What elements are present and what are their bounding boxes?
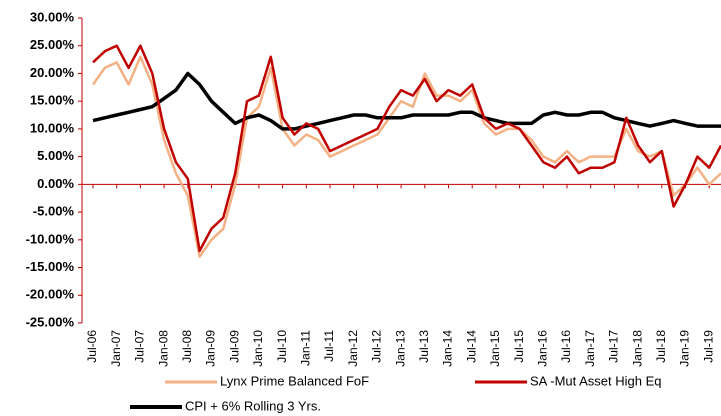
x-tick-label: Jul-17 <box>607 330 621 363</box>
x-tick-label: Jan-07 <box>109 330 123 367</box>
x-tick-label: Jan-18 <box>630 330 644 367</box>
x-tick-label: Jan-10 <box>251 330 265 367</box>
x-tick-label: Jul-11 <box>322 330 336 362</box>
x-tick-label: Jul-08 <box>180 330 194 363</box>
y-tick-label: -10.00% <box>26 231 75 246</box>
x-tick-label: Jan-14 <box>441 330 455 367</box>
x-tick-label: Jan-15 <box>488 330 502 367</box>
x-tick-label: Jul-09 <box>227 330 241 363</box>
x-tick-label: Jan-09 <box>204 330 218 367</box>
y-tick-label: 0.00% <box>37 176 74 191</box>
series-line <box>92 44 721 253</box>
x-tick-label: Jul-14 <box>464 330 478 363</box>
x-tick-label: Jan-08 <box>156 330 170 367</box>
legend-label: Lynx Prime Balanced FoF <box>220 373 369 388</box>
y-tick-label: -5.00% <box>33 204 75 219</box>
x-tick-label: Jul-13 <box>417 330 431 363</box>
y-tick-label: -25.00% <box>26 314 75 329</box>
x-tick-label: Jul-06 <box>85 330 99 363</box>
legend-label: SA -Mut Asset High Eq <box>530 373 662 388</box>
x-tick-label: Jul-16 <box>559 330 573 363</box>
legend-label: CPI + 6% Rolling 3 Yrs. <box>185 398 321 413</box>
x-tick-label: Jul-07 <box>133 330 147 363</box>
series-line <box>92 71 721 131</box>
y-tick-label: 5.00% <box>37 148 74 163</box>
y-tick-label: 20.00% <box>30 65 75 80</box>
x-tick-label: Jul-10 <box>275 330 289 363</box>
y-tick-label: 10.00% <box>30 120 75 135</box>
y-tick-label: 15.00% <box>30 93 75 108</box>
y-tick-label: 30.00% <box>30 9 75 24</box>
x-tick-label: Jan-16 <box>535 330 549 367</box>
x-tick-label: Jul-12 <box>370 330 384 363</box>
x-tick-label: Jan-17 <box>583 330 597 367</box>
y-tick-label: 25.00% <box>30 37 75 52</box>
series-line <box>91 55 721 258</box>
x-tick-label: Jul-18 <box>654 330 668 363</box>
y-tick-label: -15.00% <box>26 259 75 274</box>
x-tick-label: Jul-15 <box>512 330 526 363</box>
y-tick-label: -20.00% <box>26 287 75 302</box>
x-tick-label: Jan-19 <box>678 330 692 367</box>
x-tick-label: Jan-12 <box>346 330 360 367</box>
x-tick-label: Jul-19 <box>701 330 715 363</box>
x-tick-label: Jan-11 <box>298 330 312 366</box>
x-tick-label: Jan-13 <box>393 330 407 367</box>
